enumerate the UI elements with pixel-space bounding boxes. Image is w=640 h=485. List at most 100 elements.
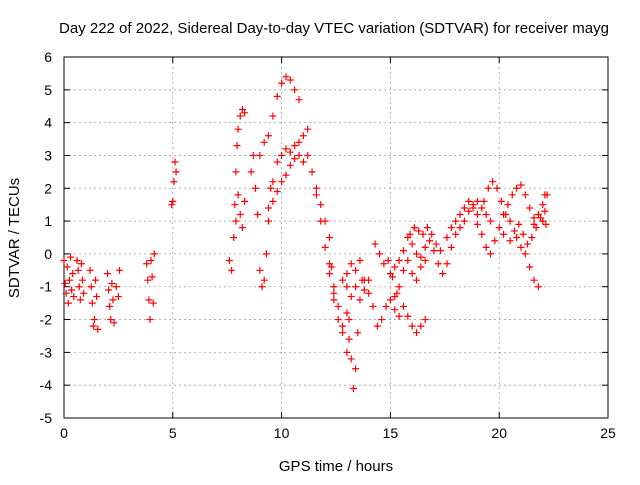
data-point	[378, 316, 386, 324]
data-point	[241, 109, 249, 117]
data-point	[64, 299, 72, 307]
data-point	[317, 201, 325, 209]
data-point	[295, 151, 303, 159]
data-point	[312, 184, 320, 192]
data-point	[330, 283, 338, 291]
data-point	[386, 270, 394, 278]
y-tick-label: -3	[40, 344, 53, 360]
data-point	[460, 217, 468, 225]
data-point	[443, 260, 451, 268]
data-point	[343, 270, 351, 278]
data-point	[282, 73, 290, 81]
data-point	[304, 125, 312, 133]
data-point	[408, 322, 416, 330]
x-tick-label: 25	[600, 425, 616, 441]
data-point	[145, 296, 153, 304]
data-point	[61, 279, 69, 287]
data-point	[399, 247, 407, 255]
data-point	[90, 316, 98, 324]
data-point	[343, 348, 351, 356]
data-point	[286, 148, 294, 156]
data-point	[150, 250, 158, 258]
data-point	[404, 256, 412, 264]
data-point	[395, 256, 403, 264]
data-point	[399, 266, 407, 274]
data-point	[68, 286, 76, 294]
data-point	[249, 151, 257, 159]
data-point	[349, 384, 357, 392]
data-point	[465, 207, 473, 215]
data-point	[325, 260, 333, 268]
data-point	[75, 283, 83, 291]
data-point	[473, 220, 481, 228]
y-tick-label: 0	[44, 246, 52, 262]
y-tick-label: 1	[44, 213, 52, 229]
data-point	[115, 266, 123, 274]
data-point	[497, 197, 505, 205]
series-group	[60, 73, 551, 392]
y-tick-label: -5	[40, 410, 53, 426]
data-point	[80, 289, 88, 297]
data-point	[89, 322, 97, 330]
data-point	[506, 237, 514, 245]
data-point	[291, 142, 299, 150]
data-point	[365, 276, 373, 284]
data-point	[92, 276, 100, 284]
data-point	[230, 234, 238, 241]
data-point	[369, 302, 377, 310]
data-point	[482, 211, 490, 219]
data-point	[391, 293, 399, 301]
y-tick-label: 3	[44, 147, 52, 163]
data-point	[269, 197, 277, 205]
data-point	[415, 227, 423, 235]
data-point	[234, 191, 242, 199]
data-point	[421, 243, 429, 251]
data-point	[360, 286, 368, 294]
x-tick-label: 5	[169, 425, 177, 441]
data-point	[386, 296, 394, 304]
data-point	[452, 217, 460, 225]
data-point	[423, 224, 431, 232]
x-tick-label: 15	[383, 425, 399, 441]
data-point	[76, 296, 84, 304]
data-point	[60, 256, 68, 264]
data-point	[480, 197, 488, 205]
data-point	[345, 316, 353, 324]
data-point	[539, 201, 547, 209]
data-point	[436, 247, 444, 255]
data-point	[291, 86, 299, 94]
data-point	[417, 253, 425, 261]
x-axis-title: GPS time / hours	[279, 458, 393, 475]
data-point	[228, 266, 236, 274]
data-point	[110, 319, 118, 327]
data-point	[373, 322, 381, 330]
data-point	[308, 168, 316, 176]
data-point	[267, 184, 275, 192]
data-point	[251, 184, 259, 192]
data-point	[410, 224, 418, 232]
data-point	[371, 240, 379, 248]
data-point	[147, 256, 155, 264]
data-point	[447, 243, 455, 251]
data-point	[413, 250, 421, 258]
data-point	[258, 283, 266, 291]
data-point	[74, 266, 82, 274]
data-point	[486, 217, 494, 225]
data-point	[339, 322, 347, 330]
data-point	[384, 256, 392, 264]
data-point	[304, 151, 312, 159]
data-point	[439, 270, 447, 278]
data-point	[88, 299, 96, 307]
data-point	[504, 201, 512, 209]
data-point	[517, 243, 525, 251]
data-point	[530, 214, 538, 222]
data-point	[406, 230, 414, 238]
data-point	[273, 158, 281, 166]
data-point	[144, 276, 152, 284]
data-point	[273, 188, 281, 196]
data-point	[77, 260, 85, 268]
data-point	[286, 76, 294, 84]
data-point	[352, 365, 360, 373]
data-point	[312, 191, 320, 199]
data-point	[376, 250, 384, 258]
